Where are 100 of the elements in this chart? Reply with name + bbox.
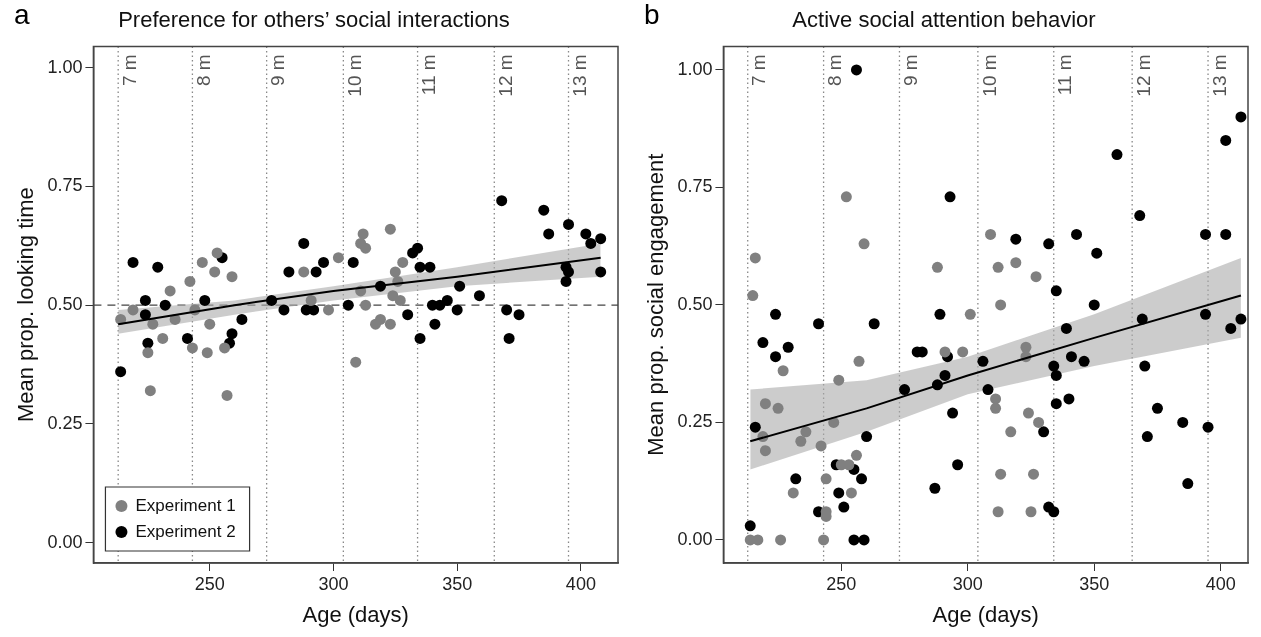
- point: [513, 309, 525, 321]
- point: [777, 365, 789, 377]
- point: [1010, 257, 1022, 269]
- point: [139, 294, 151, 306]
- point: [211, 247, 223, 259]
- y-tick-label: 1.00: [677, 58, 713, 79]
- y-tick-label: 1.00: [47, 56, 83, 77]
- point: [454, 280, 466, 292]
- point: [394, 294, 406, 306]
- point: [845, 487, 857, 499]
- point: [473, 290, 485, 302]
- point: [283, 266, 295, 278]
- point: [310, 266, 322, 278]
- ref-line-label: 8 m: [824, 54, 846, 87]
- point: [157, 332, 169, 344]
- ref-line-label: 12 m: [495, 54, 517, 97]
- ref-line-label: 13 m: [1208, 54, 1230, 97]
- point: [840, 191, 852, 203]
- point: [164, 285, 176, 297]
- point: [139, 309, 151, 321]
- ref-line-label: 13 m: [569, 54, 591, 97]
- point: [360, 242, 372, 254]
- ref-line-label: 7 m: [118, 54, 140, 87]
- point: [990, 393, 1002, 405]
- y-tick-label: 0.50: [47, 294, 83, 315]
- point: [833, 374, 845, 386]
- point: [147, 318, 159, 330]
- point: [749, 252, 761, 264]
- point: [221, 389, 233, 401]
- point: [815, 440, 827, 452]
- point: [142, 337, 154, 349]
- legend-label: Experiment 1: [135, 495, 236, 515]
- text: b: [644, 0, 660, 30]
- point: [357, 228, 369, 240]
- point: [1033, 416, 1045, 428]
- point: [563, 218, 575, 230]
- point: [853, 355, 865, 367]
- point: [402, 309, 414, 321]
- ref-line-label: 10 m: [978, 54, 1000, 97]
- point: [441, 294, 453, 306]
- point: [503, 332, 515, 344]
- point: [1030, 271, 1042, 283]
- y-axis-title: Mean prop. social engagement: [643, 153, 669, 456]
- point: [389, 266, 401, 278]
- point: [342, 299, 354, 311]
- point: [181, 332, 193, 344]
- point: [226, 271, 238, 283]
- point: [305, 294, 317, 306]
- y-tick-label: 0.25: [47, 412, 83, 433]
- point: [201, 347, 213, 359]
- point: [414, 261, 426, 273]
- point: [397, 256, 409, 268]
- point: [209, 266, 221, 278]
- x-axis-title: Age (days): [302, 601, 409, 627]
- y-tick-label: 0.75: [677, 176, 713, 197]
- y-axis-title: Mean prop. looking time: [13, 187, 39, 423]
- point: [219, 342, 231, 354]
- x-tick-label: 350: [442, 573, 473, 594]
- point: [127, 304, 139, 316]
- y-tick-label: 0.75: [47, 175, 83, 196]
- point: [298, 237, 310, 249]
- point: [995, 468, 1007, 480]
- point: [370, 318, 382, 330]
- ref-line-label: 12 m: [1132, 54, 1154, 97]
- point: [360, 299, 372, 311]
- point: [318, 256, 330, 268]
- point: [563, 266, 575, 278]
- x-tick-label: 350: [1079, 573, 1110, 594]
- point: [800, 426, 812, 438]
- point: [496, 195, 508, 207]
- point: [595, 233, 607, 245]
- point: [747, 290, 759, 302]
- point: [759, 445, 771, 457]
- point: [159, 299, 171, 311]
- point: [818, 534, 830, 546]
- point: [538, 204, 550, 216]
- point: [412, 242, 424, 254]
- x-tick-label: 400: [1205, 573, 1236, 594]
- point: [858, 238, 870, 250]
- point: [957, 346, 969, 358]
- point: [985, 228, 997, 240]
- point: [424, 261, 436, 273]
- y-tick-label: 0.25: [677, 411, 713, 432]
- y-tick-label: 0.50: [677, 293, 713, 314]
- point: [964, 308, 976, 320]
- point: [387, 290, 399, 302]
- point: [931, 261, 943, 273]
- point: [1028, 468, 1040, 480]
- point: [1005, 426, 1017, 438]
- point: [127, 256, 139, 268]
- x-tick-label: 250: [826, 573, 857, 594]
- point: [184, 275, 196, 287]
- point: [775, 534, 787, 546]
- point: [323, 304, 334, 316]
- point: [278, 304, 290, 316]
- point: [196, 256, 208, 268]
- point: [990, 402, 1002, 414]
- point: [414, 332, 426, 344]
- x-axis-title: Age (days): [932, 601, 1039, 627]
- point: [1022, 407, 1034, 419]
